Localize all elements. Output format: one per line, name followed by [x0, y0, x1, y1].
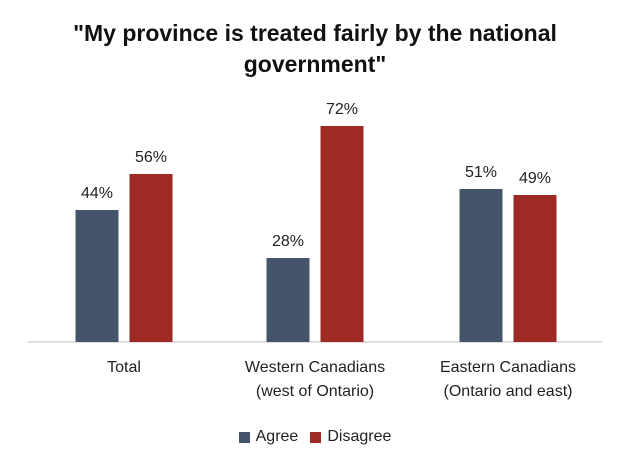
category-label-eastern-line-1: Eastern Canadians: [439, 359, 577, 376]
category-label-western: Western Canadians (west of Ontario): [215, 356, 415, 404]
legend-item-agree: Agree: [238, 428, 299, 446]
chart-title-line-1: "My province is treated fairly by the na…: [73, 20, 557, 46]
data-label-disagree-0: 56%: [135, 149, 167, 166]
category-label-eastern: Eastern Canadians (Ontario and east): [408, 356, 608, 404]
legend-swatch-disagree: [310, 431, 322, 443]
data-label-disagree-2: 49%: [519, 170, 551, 187]
category-label-western-line-2: (west of Ontario): [255, 383, 375, 400]
category-label-western-line-1: Western Canadians: [244, 359, 386, 376]
legend-label-disagree: Disagree: [327, 428, 392, 445]
data-label-disagree-1: 72%: [326, 101, 358, 118]
category-label-total: Total: [24, 356, 224, 380]
bar-disagree-1: [320, 126, 364, 342]
bar-agree-2: [459, 189, 503, 342]
chart-legend: Agree Disagree: [0, 428, 630, 446]
legend-item-disagree: Disagree: [310, 428, 391, 446]
data-label-agree-0: 44%: [81, 185, 113, 202]
legend-swatch-agree: [238, 431, 250, 443]
chart-title-line-2: government": [243, 51, 387, 77]
category-label-eastern-line-2: (Ontario and east): [443, 383, 573, 400]
bar-disagree-0: [129, 174, 173, 342]
data-label-agree-1: 28%: [272, 233, 304, 250]
legend-label-agree: Agree: [255, 428, 299, 445]
chart-title: "My province is treated fairly by the na…: [0, 18, 630, 80]
data-label-agree-2: 51%: [465, 164, 497, 181]
category-label-total-line-1: Total: [107, 359, 141, 376]
bar-agree-0: [75, 210, 119, 342]
bar-agree-1: [266, 258, 310, 342]
bar-disagree-2: [513, 195, 557, 342]
